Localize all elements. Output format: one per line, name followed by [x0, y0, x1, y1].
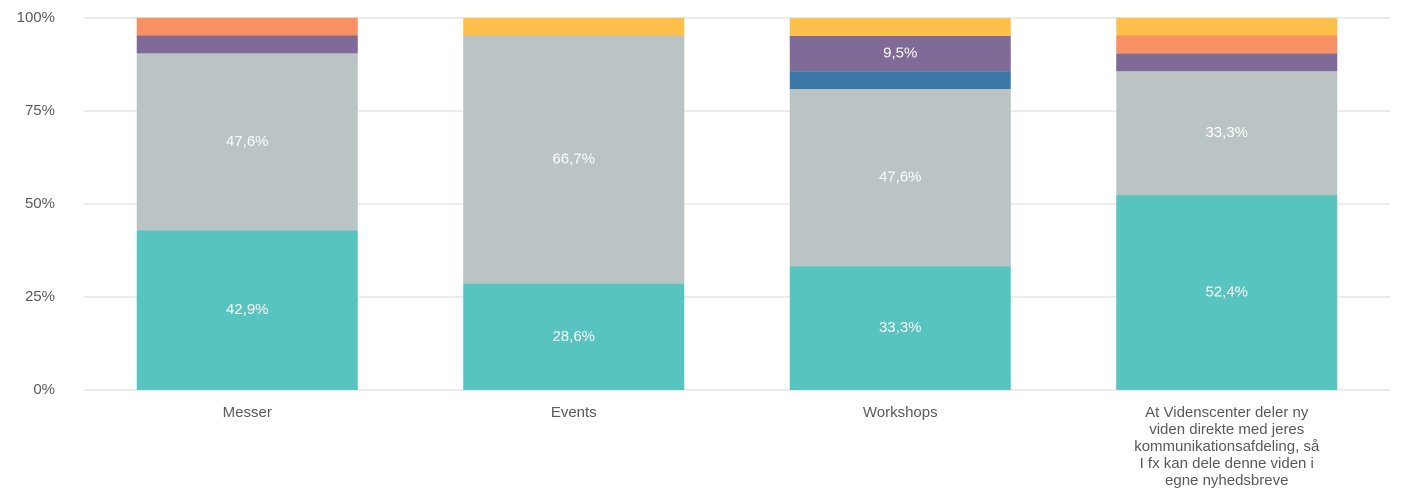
- y-tick-label: 100%: [17, 9, 55, 26]
- bar-segment: [789, 71, 1011, 90]
- data-label: 33,3%: [879, 319, 922, 336]
- bar-segment: [463, 35, 685, 284]
- x-tick-label: At Videnscenter deler ny viden direkte m…: [1134, 404, 1320, 489]
- x-tick-label: Messer: [222, 404, 272, 421]
- x-tick-label: Workshops: [862, 404, 938, 421]
- bar-segment: [463, 17, 685, 36]
- y-tick-label: 75%: [25, 102, 55, 119]
- data-label: 52,4%: [1205, 284, 1248, 301]
- bar-segment: [136, 35, 358, 54]
- y-tick-label: 50%: [25, 195, 55, 212]
- data-label: 33,3%: [1205, 124, 1248, 141]
- bar-segment: [1116, 35, 1338, 54]
- data-label: 47,6%: [226, 133, 269, 150]
- data-label: 9,5%: [883, 44, 917, 61]
- bar-segment: [1116, 53, 1338, 72]
- bar-segment: [789, 35, 1011, 72]
- bar-segment: [1116, 71, 1338, 196]
- data-label: 47,6%: [879, 169, 922, 186]
- data-label: 28,6%: [552, 328, 595, 345]
- bar-segment: [463, 283, 685, 390]
- bar-segment: [136, 230, 358, 390]
- bar-segment: [789, 266, 1011, 390]
- bar-segment: [136, 53, 358, 231]
- bar-segment: [789, 89, 1011, 267]
- x-tick-label: Events: [550, 404, 597, 421]
- data-label: 42,9%: [226, 301, 269, 318]
- y-tick-label: 25%: [25, 288, 55, 305]
- bar-segment: [1116, 17, 1338, 36]
- bar-segment: [1116, 195, 1338, 390]
- bar-segment: [789, 18, 1011, 36]
- data-label: 66,7%: [552, 151, 595, 168]
- y-tick-label: 0%: [33, 381, 55, 398]
- bar-segment: [136, 17, 358, 36]
